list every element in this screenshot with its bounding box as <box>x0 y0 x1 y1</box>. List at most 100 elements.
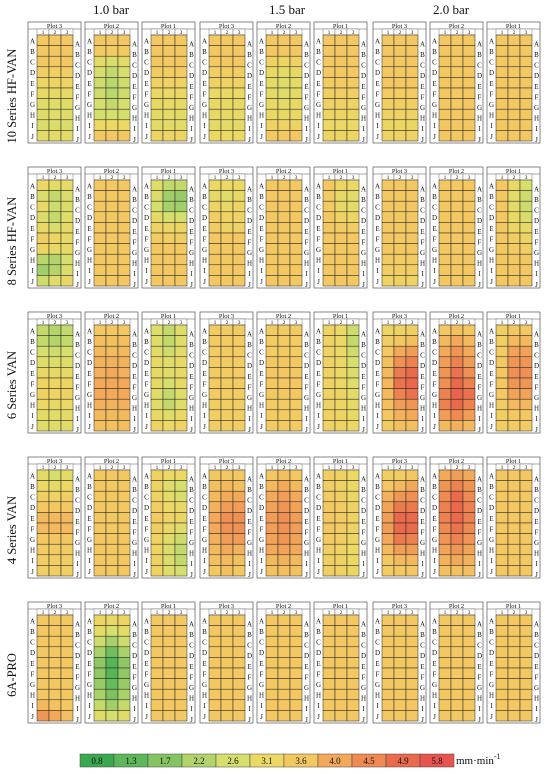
row-letter-right: G <box>304 539 309 547</box>
row-letter-left: E <box>375 515 379 523</box>
heat-cell <box>105 179 119 191</box>
heat-cell <box>117 543 131 556</box>
heat-cell <box>162 264 176 276</box>
heat-cell <box>208 533 222 545</box>
row-letter-left: B <box>432 338 437 346</box>
heat-cell <box>60 398 74 411</box>
column-number: 3 <box>411 175 414 181</box>
heat-cell <box>393 367 407 379</box>
heat-cell <box>208 34 222 46</box>
row-letter-right: D <box>477 217 482 225</box>
heat-cell <box>450 335 464 347</box>
row-letter-left: E <box>316 515 320 523</box>
plot-panel: Plot 21 2 3A AB BC CD DE EF FG GH HI IJ J <box>84 311 139 434</box>
heat-cell <box>232 688 246 701</box>
heat-cell <box>289 409 303 421</box>
heat-cell <box>450 614 464 626</box>
row-letter-left: F <box>433 90 437 98</box>
column-number: 1 <box>214 175 217 181</box>
row-letter-right: I <box>133 560 136 568</box>
heat-cell <box>208 667 222 679</box>
row-letter-left: I <box>490 122 493 130</box>
heat-cell <box>150 200 164 213</box>
column-number: 3 <box>180 465 183 471</box>
row-letter-right: A <box>189 185 194 193</box>
heat-cell <box>93 469 107 481</box>
heat-cell <box>208 699 222 711</box>
column-number: 3 <box>295 320 298 326</box>
heat-cell <box>277 356 291 368</box>
row-letter-left: I <box>203 122 206 130</box>
row-letter-left: F <box>433 525 437 533</box>
row-letter-right: H <box>189 260 194 268</box>
row-letter-left: E <box>30 225 34 233</box>
row-title: 6 Series VAN <box>5 351 19 419</box>
row-letter-right: I <box>535 705 538 713</box>
row-letter-right: D <box>189 652 194 660</box>
heat-cell <box>48 522 62 534</box>
plot-title: Plot 1 <box>333 23 348 30</box>
row-letter-left: C <box>30 494 35 502</box>
heat-cell <box>438 66 452 78</box>
row-letter-right: E <box>247 663 251 671</box>
row-letter-right: F <box>478 383 482 391</box>
heat-cell <box>393 211 407 223</box>
heat-cell <box>462 710 476 722</box>
heat-cell <box>220 34 234 46</box>
heat-cell <box>393 98 407 110</box>
heat-cell <box>36 119 50 131</box>
row-letter-left: F <box>88 525 92 533</box>
heat-cell <box>393 409 407 421</box>
heat-cell <box>265 409 279 421</box>
row-letter-right: C <box>75 207 80 215</box>
heat-cell <box>48 200 62 213</box>
heat-cell <box>36 614 50 626</box>
heat-cell <box>289 200 303 213</box>
row-letter-left: C <box>30 204 35 212</box>
heat-cell <box>117 420 131 432</box>
plot-title: Plot 2 <box>104 313 119 320</box>
heat-cell <box>60 367 74 379</box>
heat-cell <box>322 614 336 626</box>
heat-cell <box>334 87 348 99</box>
heat-cell <box>334 345 348 358</box>
row-letter-right: I <box>305 125 308 133</box>
heat-cell <box>60 710 74 722</box>
heat-cell <box>36 324 50 336</box>
row-letter-right: A <box>75 330 80 338</box>
row-letter-right: J <box>421 716 424 724</box>
heat-cell <box>48 77 62 89</box>
row-letter-left: C <box>30 349 35 357</box>
heat-cell <box>162 388 176 400</box>
heat-cell <box>150 77 164 89</box>
row-letter-left: G <box>316 681 321 689</box>
plot-title: Plot 3 <box>392 313 407 320</box>
row-letter-left: G <box>144 536 149 544</box>
row-letter-left: E <box>87 660 91 668</box>
heat-cell <box>174 66 188 78</box>
row-letter-left: D <box>30 214 35 222</box>
row-letter-right: B <box>477 486 482 494</box>
heat-cell <box>93 501 107 513</box>
heat-cell <box>277 130 291 142</box>
heat-cell <box>265 77 279 89</box>
heat-cell <box>162 377 176 389</box>
row-letter-left: C <box>316 59 321 67</box>
heat-cell <box>289 367 303 379</box>
heat-cell <box>507 200 521 213</box>
heat-cell <box>105 264 119 276</box>
row-letter-left: A <box>432 472 437 480</box>
heat-cell <box>162 55 176 68</box>
heat-cell <box>36 367 50 379</box>
heat-cell <box>519 77 533 89</box>
row-letter-right: H <box>420 405 425 413</box>
row-letter-right: I <box>535 560 538 568</box>
row-letter-left: F <box>433 670 437 678</box>
heat-cell <box>232 480 246 492</box>
heat-cell <box>289 211 303 223</box>
row-letter-left: D <box>316 214 321 222</box>
heat-cell <box>346 688 360 701</box>
heat-cell <box>277 55 291 68</box>
